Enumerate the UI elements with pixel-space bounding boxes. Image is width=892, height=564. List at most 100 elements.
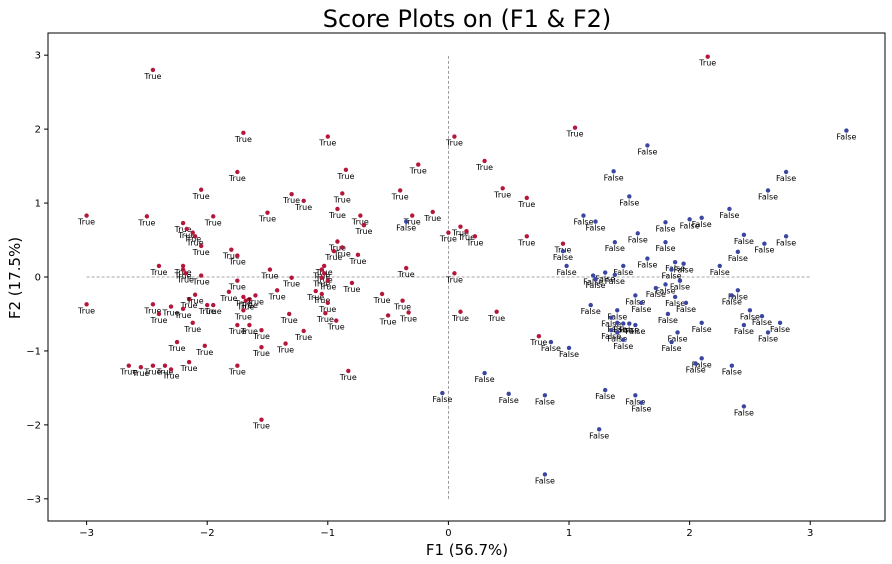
- point-label: True: [318, 283, 336, 292]
- point-label: True: [312, 296, 330, 305]
- point-marker: [403, 219, 409, 224]
- point-label: False: [396, 224, 416, 233]
- point-marker: [588, 302, 593, 308]
- point-label: False: [613, 268, 633, 277]
- point-label: True: [315, 275, 333, 284]
- point-marker: [611, 169, 616, 174]
- point-marker: [683, 300, 689, 306]
- point-marker: [593, 219, 598, 224]
- point-marker: [675, 330, 680, 335]
- point-marker: [335, 239, 340, 244]
- point-label: True: [252, 332, 270, 341]
- x-tick-label: −2: [200, 528, 215, 539]
- point-marker: [581, 213, 586, 218]
- point-marker: [289, 275, 294, 280]
- point-label: True: [445, 139, 463, 148]
- point-label: True: [258, 215, 276, 224]
- point-label: True: [180, 301, 198, 310]
- point-marker: [183, 271, 188, 276]
- point-marker: [325, 278, 331, 283]
- point-label: False: [605, 244, 625, 253]
- point-label: True: [219, 294, 237, 303]
- point-marker: [572, 125, 578, 130]
- point-label: False: [719, 211, 739, 220]
- point-marker: [358, 213, 363, 218]
- y-tick-label: −1: [26, 346, 41, 357]
- point-label: True: [379, 317, 397, 326]
- point-marker: [259, 417, 264, 422]
- point-marker: [229, 247, 234, 252]
- point-label: True: [228, 283, 246, 292]
- point-marker: [410, 213, 415, 218]
- point-marker: [319, 275, 324, 280]
- point-label: False: [661, 344, 681, 353]
- point-marker: [536, 333, 542, 339]
- point-marker: [331, 248, 337, 254]
- point-label: True: [280, 316, 298, 325]
- point-marker: [494, 309, 499, 314]
- point-marker: [319, 291, 324, 297]
- point-marker: [259, 328, 264, 333]
- point-label: True: [228, 368, 246, 377]
- point-label: True: [183, 325, 201, 334]
- point-label: True: [439, 235, 457, 244]
- y-tick-label: 1: [35, 199, 41, 210]
- point-marker: [156, 311, 162, 317]
- point-label: False: [770, 325, 790, 334]
- point-marker: [192, 234, 198, 239]
- point-marker: [729, 363, 735, 368]
- point-label: True: [517, 200, 535, 209]
- point-label: True: [174, 311, 192, 320]
- point-marker: [416, 162, 421, 167]
- point-label: True: [195, 348, 213, 357]
- point-label: True: [493, 190, 511, 199]
- point-marker: [452, 271, 457, 276]
- point-marker: [274, 288, 280, 293]
- point-label: True: [228, 174, 246, 183]
- point-label: True: [240, 301, 258, 310]
- point-marker: [241, 308, 246, 313]
- point-marker: [665, 311, 671, 317]
- point-label: True: [318, 305, 336, 314]
- point-marker: [506, 391, 511, 397]
- point-marker: [663, 220, 668, 225]
- point-marker: [633, 293, 638, 298]
- point-marker: [267, 267, 273, 272]
- point-marker: [385, 313, 391, 318]
- point-label: False: [589, 431, 609, 440]
- point-label: True: [186, 297, 204, 306]
- point-label: True: [399, 314, 417, 323]
- point-marker: [162, 363, 168, 368]
- point-label: True: [333, 249, 351, 258]
- point-marker: [346, 368, 351, 374]
- point-label: True: [517, 238, 535, 247]
- point-marker: [524, 195, 530, 201]
- point-label: True: [176, 275, 194, 284]
- point-marker: [340, 191, 345, 196]
- point-label: True: [204, 307, 222, 316]
- point-marker: [180, 267, 186, 272]
- point-label: True: [240, 327, 258, 336]
- point-marker: [639, 300, 644, 306]
- point-marker: [184, 226, 189, 232]
- point-marker: [741, 322, 747, 328]
- point-marker: [334, 318, 339, 323]
- point-marker: [645, 143, 650, 148]
- point-marker: [204, 302, 210, 308]
- point-marker: [340, 245, 345, 250]
- point-marker: [186, 359, 192, 365]
- point-marker: [609, 328, 614, 333]
- point-label: True: [137, 218, 155, 227]
- point-label: True: [186, 238, 204, 247]
- point-marker: [156, 263, 162, 269]
- point-label: False: [754, 246, 774, 255]
- point-label: True: [403, 218, 421, 227]
- point-label: False: [583, 278, 603, 287]
- point-label: True: [566, 130, 584, 139]
- point-marker: [180, 306, 186, 311]
- point-label: True: [475, 163, 493, 172]
- point-marker: [672, 294, 678, 300]
- point-label: True: [409, 167, 427, 176]
- point-label: False: [728, 292, 748, 301]
- point-label: True: [397, 270, 415, 279]
